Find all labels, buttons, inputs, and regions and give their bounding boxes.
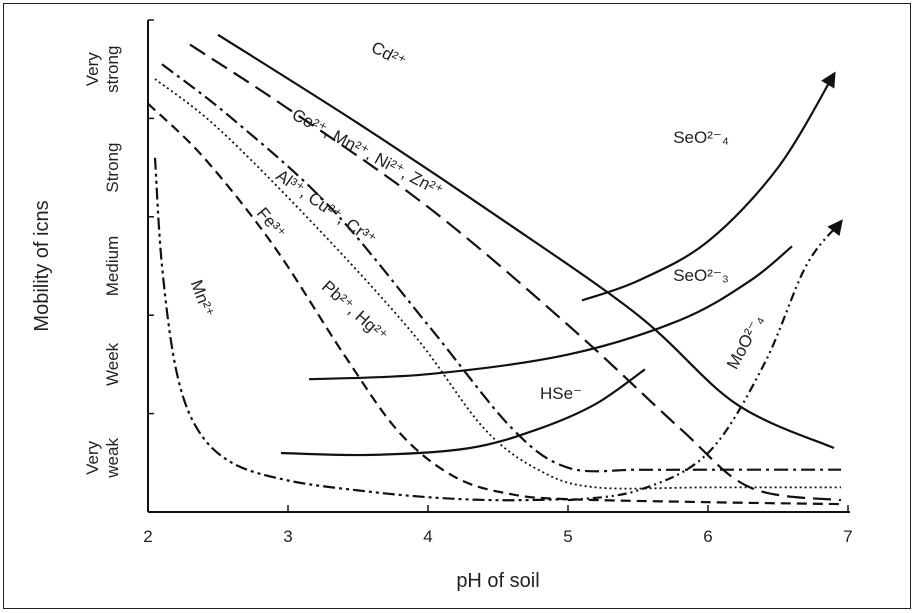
x-tick-label: 5 [563, 527, 572, 546]
x-axis-title: pH of soil [456, 570, 539, 592]
series-line-8 [280, 368, 646, 457]
series-label-6: SeO²⁻₄ [673, 128, 729, 147]
series-line-0 [217, 33, 835, 450]
mobility-level-label: Medium [103, 236, 122, 296]
series-line-2 [161, 63, 841, 473]
x-tick-label: 7 [843, 527, 852, 546]
series-label-7: SeO²⁻₃ [673, 266, 729, 285]
figure-frame [3, 3, 911, 609]
mobility-level-label: Strong [103, 143, 122, 193]
mobility-level-label: strong [103, 46, 122, 93]
x-tick-label: 2 [143, 527, 152, 546]
labels: Cd²⁺Co²⁺, Mn²⁺, Ni²⁺, Zn²⁺Al³⁺, Cu²⁺, Cr… [187, 38, 768, 403]
series-label-5: Mn²⁺ [187, 277, 218, 319]
series-line-9 [567, 219, 843, 502]
mobility-level-label: weak [103, 438, 122, 479]
mobility-level-label: Very [83, 440, 102, 475]
series-label-8: HSe⁻ [540, 384, 582, 403]
series-label-2: Al³⁺, Cu²⁺, Cr³⁺ [273, 166, 380, 249]
series-label-9: MoO²⁻₄ [723, 312, 767, 373]
x-tick-label: 4 [423, 527, 432, 546]
mobility-level-label: Week [103, 342, 122, 386]
series-label-3: Pb²⁺, Hg²⁺ [318, 277, 391, 345]
mobility-level-label: Very [83, 52, 102, 87]
series-line-6 [581, 71, 836, 302]
x-tick-label: 3 [283, 527, 292, 546]
curves [147, 33, 843, 506]
series-line-5 [153, 157, 569, 502]
series-line-7 [308, 245, 793, 381]
series-line-3 [154, 78, 841, 490]
series-line-4 [147, 102, 842, 506]
x-tick-label: 6 [703, 527, 712, 546]
series-label-0: Cd²⁺ [368, 38, 409, 72]
y-axis-title: Mobility of icns [31, 200, 53, 331]
series-line-1 [189, 43, 842, 502]
